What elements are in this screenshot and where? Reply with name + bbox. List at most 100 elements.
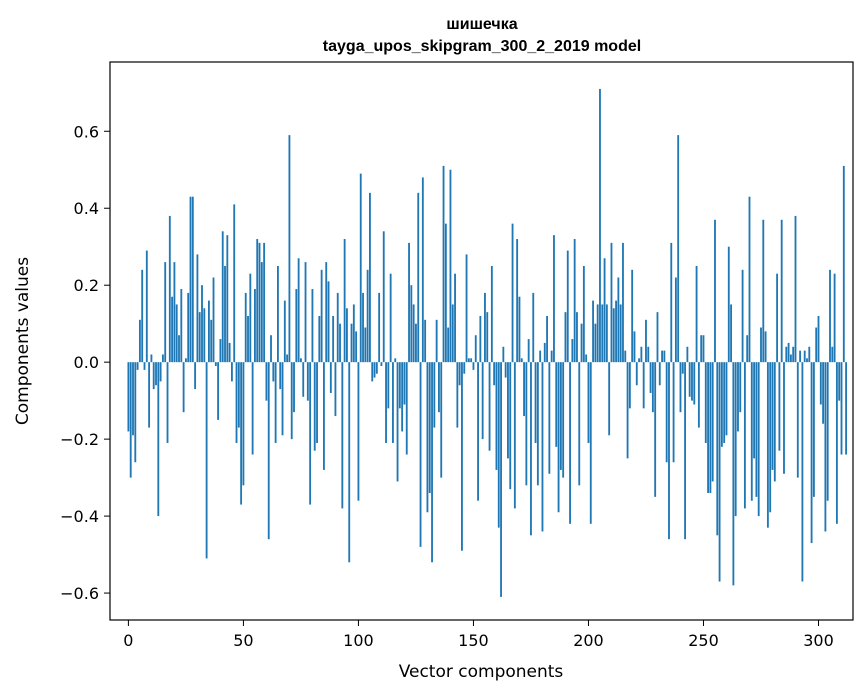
bar: [819, 362, 822, 405]
bar: [702, 335, 705, 363]
bar: [272, 362, 275, 382]
bar: [546, 315, 548, 363]
bar: [845, 362, 848, 455]
bar: [207, 300, 210, 363]
bar: [730, 304, 732, 363]
bar: [159, 362, 162, 382]
bar: [753, 362, 756, 459]
bar: [141, 269, 144, 363]
bar: [212, 277, 215, 363]
bar: [336, 292, 339, 363]
bar: [148, 362, 151, 428]
bar: [693, 362, 696, 405]
bar: [203, 308, 206, 363]
bar: [732, 362, 735, 586]
bar: [428, 362, 431, 494]
bar: [364, 327, 367, 363]
bar: [461, 362, 463, 551]
bar: [300, 358, 302, 363]
bar: [725, 362, 728, 436]
bar: [587, 362, 590, 443]
bar: [155, 362, 157, 386]
bar: [295, 289, 298, 363]
bar: [341, 362, 344, 509]
bar: [746, 335, 749, 363]
bar: [580, 323, 583, 363]
bar: [803, 350, 806, 363]
bar: [794, 215, 797, 363]
bar: [640, 346, 643, 363]
bar: [681, 362, 684, 374]
bar: [516, 239, 519, 363]
bar: [679, 362, 682, 413]
bar: [582, 265, 585, 363]
plot-frame: [109, 61, 854, 621]
bar: [670, 242, 673, 363]
bar: [764, 331, 767, 363]
bar: [668, 362, 670, 540]
bar: [339, 323, 341, 363]
x-tick-label: 200: [573, 631, 604, 650]
bar: [161, 354, 164, 363]
bar: [187, 292, 190, 363]
bar: [622, 242, 624, 363]
bar: [463, 362, 466, 374]
bar: [320, 269, 323, 363]
bar: [750, 362, 753, 501]
bar: [369, 192, 371, 363]
bar: [734, 362, 737, 517]
bar: [157, 362, 160, 517]
bar: [348, 362, 351, 563]
bar: [249, 273, 252, 363]
bar: [180, 289, 183, 363]
bar: [704, 362, 707, 443]
bar: [394, 358, 397, 363]
bar: [244, 292, 247, 363]
bar: [201, 285, 203, 363]
bar: [697, 362, 700, 428]
bar: [651, 362, 654, 413]
bar: [497, 362, 500, 528]
bar: [403, 362, 406, 405]
bar: [357, 362, 360, 501]
bar: [309, 362, 312, 505]
bar: [396, 362, 399, 482]
bar: [178, 335, 180, 363]
bar: [835, 362, 838, 524]
x-tick-label: 250: [688, 631, 719, 650]
bar: [688, 362, 691, 397]
bar: [224, 265, 226, 363]
bar: [373, 362, 376, 378]
bar: [474, 335, 477, 363]
bar: [173, 262, 176, 363]
bar: [251, 362, 254, 455]
bar: [661, 350, 663, 363]
bar: [419, 362, 422, 547]
bar: [288, 135, 291, 363]
bar: [638, 358, 640, 363]
bar: [585, 354, 588, 363]
x-ticks-group: 0 50 100 150 200 250 300: [123, 620, 834, 650]
bar: [168, 215, 171, 363]
bar: [134, 362, 137, 463]
bar: [316, 362, 318, 443]
bar: [665, 362, 668, 463]
bar: [265, 362, 268, 401]
bar: [628, 362, 631, 409]
bar: [392, 362, 394, 443]
bar: [507, 362, 509, 459]
bars-group: [127, 88, 848, 597]
bar: [601, 304, 604, 363]
bar: [189, 196, 192, 363]
bar: [352, 304, 355, 363]
bar: [263, 242, 266, 363]
bar: [221, 231, 224, 363]
bar: [686, 346, 689, 363]
bar: [362, 292, 364, 363]
bar: [511, 223, 514, 363]
bar: [311, 289, 314, 363]
bar: [737, 362, 739, 432]
bar: [145, 250, 148, 363]
